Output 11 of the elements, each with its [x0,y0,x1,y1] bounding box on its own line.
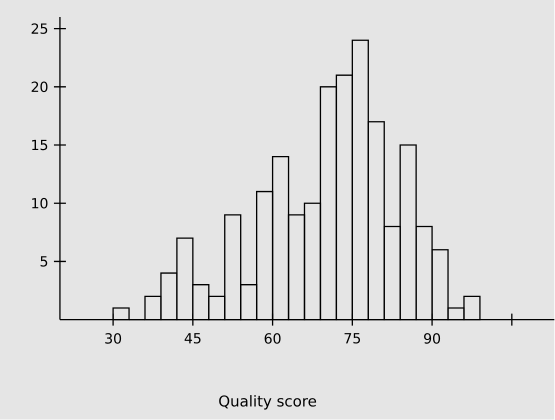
x-tick-label: 75 [344,333,360,344]
y-tick-label: 10 [32,198,48,209]
x-tick-label: 30 [105,333,122,344]
x-tick-label: 90 [424,333,440,344]
x-tick-label: 45 [184,333,201,344]
y-tick-label: 15 [32,140,48,150]
y-tick-label: 20 [32,82,48,92]
x-axis-title: Quality score [219,395,316,410]
y-tick-label: 5 [40,256,48,267]
y-tick-label: 25 [32,24,48,34]
x-tick-label: 60 [264,333,281,344]
